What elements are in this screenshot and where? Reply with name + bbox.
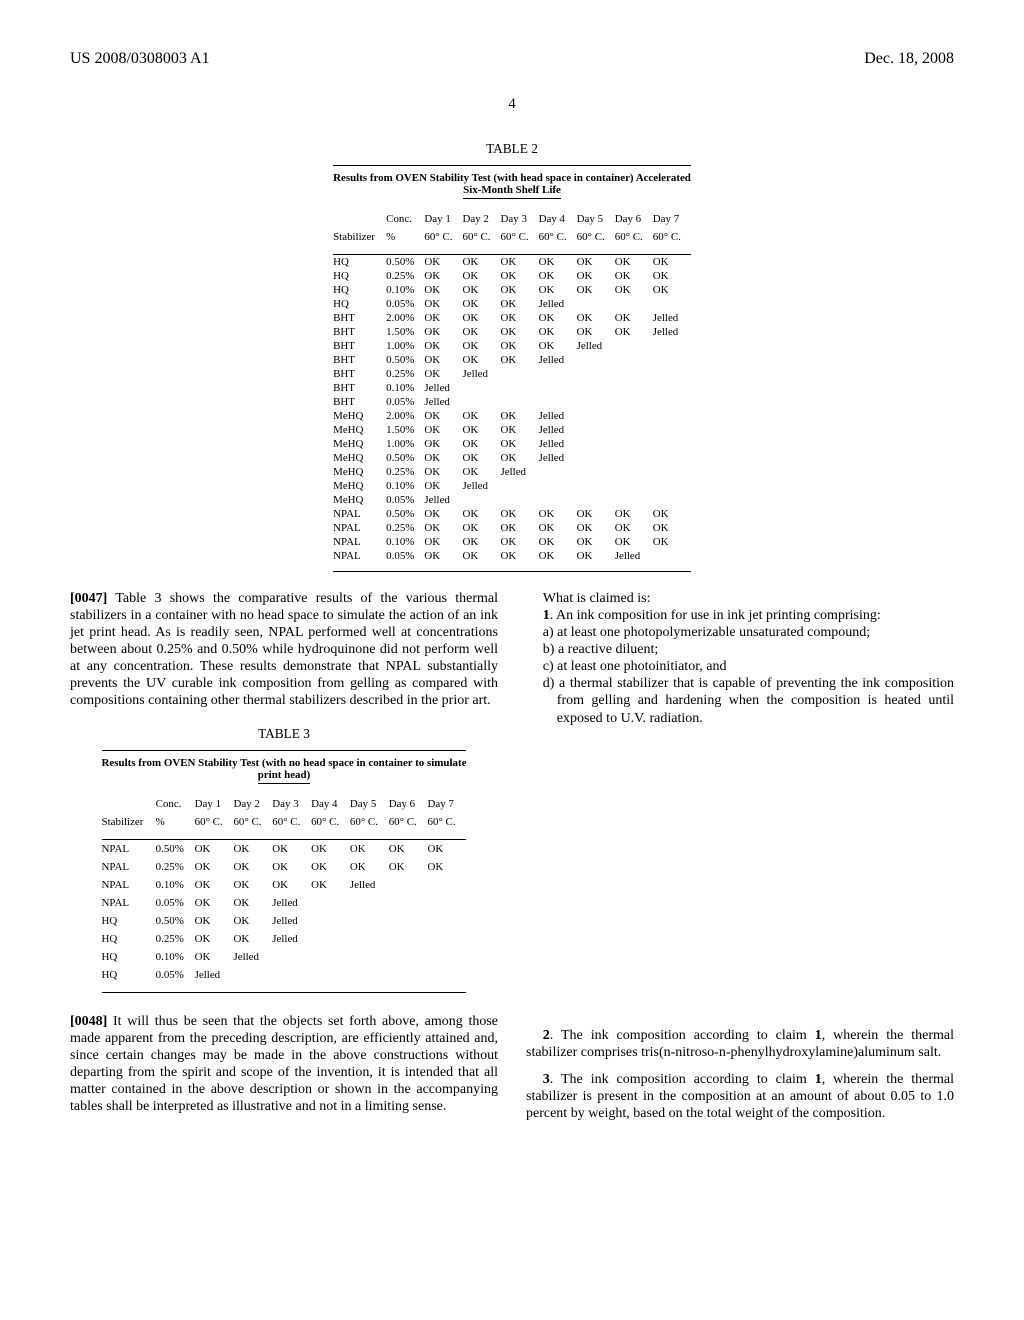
table-row: HQ0.25%OKOKOKOKOKOKOK xyxy=(333,269,691,283)
paragraph-0047: [0047] Table 3 shows the comparative res… xyxy=(70,590,498,710)
publication-number: US 2008/0308003 A1 xyxy=(70,50,210,68)
table-2-header-row-1: Conc. Day 1 Day 2 Day 3 Day 4 Day 5 Day … xyxy=(333,210,691,228)
table-row: MeHQ1.50%OKOKOKJelled xyxy=(333,423,691,437)
table-row: HQ0.50%OKOKJelled xyxy=(102,912,467,930)
claim-3: 3. The ink composition according to clai… xyxy=(526,1071,954,1122)
table-row: HQ0.10%OKOKOKOKOKOKOK xyxy=(333,283,691,297)
claims-lead: What is claimed is: xyxy=(526,590,954,607)
table-3: Results from OVEN Stability Test (with n… xyxy=(102,750,467,993)
table-2-body: HQ0.50%OKOKOKOKOKOKOKHQ0.25%OKOKOKOKOKOK… xyxy=(333,255,691,564)
table-3-subtitle: Results from OVEN Stability Test (with n… xyxy=(102,750,467,787)
table-row: HQ0.05%Jelled xyxy=(102,966,467,984)
table-row: HQ0.50%OKOKOKOKOKOKOK xyxy=(333,255,691,270)
table-row: NPAL0.05%OKOKOKOKOKJelled xyxy=(333,549,691,563)
table-row: NPAL0.25%OKOKOKOKOKOKOK xyxy=(333,521,691,535)
table-row: NPAL0.50%OKOKOKOKOKOKOK xyxy=(102,839,467,858)
table-row: BHT0.50%OKOKOKJelled xyxy=(333,353,691,367)
table-row: HQ0.05%OKOKOKJelled xyxy=(333,297,691,311)
claim-2: 2. The ink composition according to clai… xyxy=(526,1027,954,1061)
publication-date: Dec. 18, 2008 xyxy=(864,50,954,68)
table-2-label: TABLE 2 xyxy=(70,141,954,157)
table-3-body: NPAL0.50%OKOKOKOKOKOKOKNPAL0.25%OKOKOKOK… xyxy=(102,839,467,984)
table-2-subtitle: Results from OVEN Stability Test (with h… xyxy=(333,166,691,203)
claim-1-item-d: d) a thermal stabilizer that is capable … xyxy=(526,675,954,726)
table-row: NPAL0.05%OKOKJelled xyxy=(102,894,467,912)
table-row: NPAL0.10%OKOKOKOKOKOKOK xyxy=(333,535,691,549)
table-3-header-row-2: Stabilizer % 60° C. 60° C. 60° C. 60° C.… xyxy=(102,813,467,831)
claim-1-item-b: b) a reactive diluent; xyxy=(526,641,954,658)
page-header: US 2008/0308003 A1 Dec. 18, 2008 xyxy=(70,50,954,68)
table-row: BHT0.10%Jelled xyxy=(333,381,691,395)
table-3-label: TABLE 3 xyxy=(70,726,498,742)
claim-1-item-c: c) at least one photoinitiator, and xyxy=(526,658,954,675)
table-row: MeHQ0.10%OKJelled xyxy=(333,479,691,493)
claim-1-lead: 1. An ink composition for use in ink jet… xyxy=(526,607,954,624)
paragraph-0048: [0048] It will thus be seen that the obj… xyxy=(70,1013,498,1115)
table-row: MeHQ1.00%OKOKOKJelled xyxy=(333,437,691,451)
table-row: MeHQ2.00%OKOKOKJelled xyxy=(333,409,691,423)
table-row: MeHQ0.50%OKOKOKJelled xyxy=(333,451,691,465)
table-2: Results from OVEN Stability Test (with h… xyxy=(333,165,691,572)
table-2-block: TABLE 2 Results from OVEN Stability Test… xyxy=(70,135,954,572)
table-row: BHT2.00%OKOKOKOKOKOKJelled xyxy=(333,311,691,325)
table-row: NPAL0.10%OKOKOKOKJelled xyxy=(102,876,467,894)
table-row: MeHQ0.05%Jelled xyxy=(333,493,691,507)
table-row: BHT0.25%OKJelled xyxy=(333,367,691,381)
table-row: BHT1.00%OKOKOKOKJelled xyxy=(333,339,691,353)
page-number: 4 xyxy=(70,96,954,113)
table-row: HQ0.10%OKJelled xyxy=(102,948,467,966)
table-3-header-row-1: Conc. Day 1 Day 2 Day 3 Day 4 Day 5 Day … xyxy=(102,795,467,813)
table-row: BHT1.50%OKOKOKOKOKOKJelled xyxy=(333,325,691,339)
table-2-header-row-2: Stabilizer % 60° C. 60° C. 60° C. 60° C.… xyxy=(333,228,691,246)
table-row: NPAL0.25%OKOKOKOKOKOKOK xyxy=(102,858,467,876)
table-row: BHT0.05%Jelled xyxy=(333,395,691,409)
table-row: HQ0.25%OKOKJelled xyxy=(102,930,467,948)
table-row: NPAL0.50%OKOKOKOKOKOKOK xyxy=(333,507,691,521)
table-row: MeHQ0.25%OKOKJelled xyxy=(333,465,691,479)
claim-1-item-a: a) at least one photopolymerizable unsat… xyxy=(526,624,954,641)
